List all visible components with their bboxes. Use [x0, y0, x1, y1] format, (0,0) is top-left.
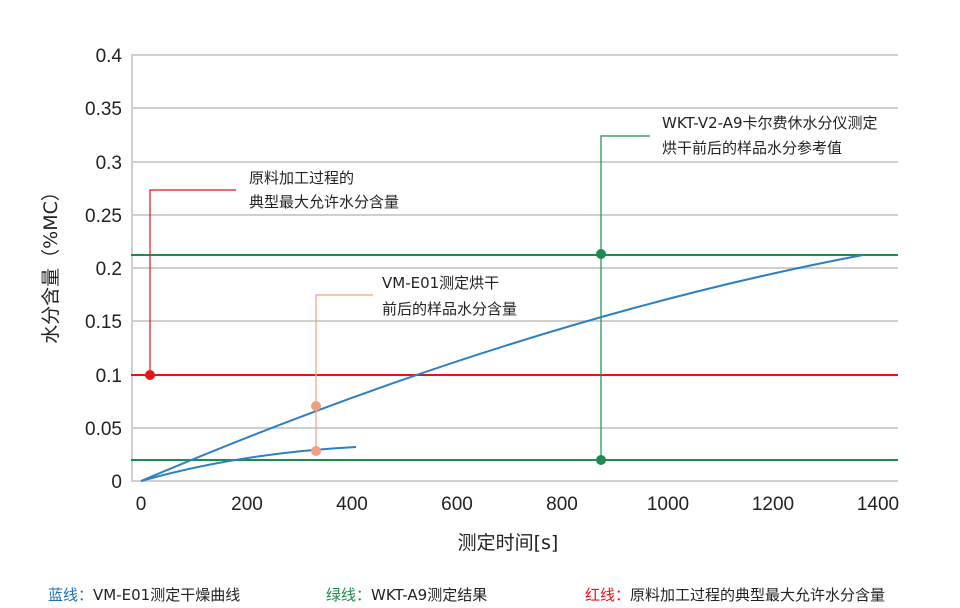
green-marker-lower: [596, 455, 606, 465]
legend-red-key: 红线：: [585, 586, 631, 604]
red-annotation-line1: 原料加工过程的: [249, 169, 354, 187]
legend-green: 绿线：WKT-A9测定结果: [326, 584, 487, 605]
y-tick: 0.15: [85, 312, 122, 333]
y-tick: 0.3: [96, 153, 122, 174]
green-annotation-line2: 烘干前后的样品水分参考值: [662, 139, 842, 157]
red-marker: [145, 370, 155, 380]
y-tick: 0.05: [85, 419, 122, 440]
x-tick: 600: [441, 494, 473, 515]
y-tick: 0: [111, 472, 122, 493]
legend-red: 红线：原料加工过程的典型最大允许水分含量: [585, 584, 885, 605]
orange-annotation-line2: 前后的样品水分含量: [382, 300, 517, 318]
y-tick: 0.2: [96, 259, 122, 280]
legend-red-text: 原料加工过程的典型最大允许水分含量: [630, 586, 886, 604]
x-tick: 400: [336, 494, 368, 515]
blue-drying-curve-main: [140, 254, 864, 482]
y-tick: 0.4: [96, 46, 123, 67]
orange-annotation-line1: VM-E01测定烘干: [382, 274, 499, 292]
green-marker-upper: [596, 249, 606, 259]
x-tick: 1200: [752, 494, 794, 515]
x-tick: 1400: [857, 494, 899, 515]
y-tick: 0.25: [85, 206, 122, 227]
legend-blue: 蓝线：VM-E01测定干燥曲线: [48, 584, 240, 605]
green-annotation-line1: WKT-V2-A9卡尔费休水分仪测定: [662, 114, 878, 132]
legend-green-key: 绿线：: [326, 586, 372, 604]
x-axis-ticks: 0 200 400 600 800 1000 1200 1400: [136, 494, 899, 515]
y-tick: 0.35: [85, 99, 122, 120]
red-annotation-line2: 典型最大允许水分含量: [249, 193, 399, 211]
blue-drying-curve-short: [140, 446, 357, 482]
x-tick: 0: [136, 494, 147, 515]
x-axis-title: 测定时间[s]: [458, 532, 559, 554]
green-callout-leader: [600, 135, 650, 460]
legend-green-text: WKT-A9测定结果: [371, 586, 488, 604]
x-tick: 200: [231, 494, 263, 515]
y-axis-title: 水分含量（%MC）: [40, 182, 62, 344]
orange-marker-upper: [311, 401, 321, 411]
legend-blue-text: VM-E01测定干燥曲线: [93, 586, 241, 604]
y-tick: 0.1: [96, 366, 122, 387]
y-axis-ticks: 0 0.05 0.1 0.15 0.2 0.25 0.3 0.35 0.4: [85, 46, 122, 493]
legend-blue-key: 蓝线：: [48, 586, 94, 604]
orange-callout-leader: [315, 294, 373, 451]
x-tick: 800: [546, 494, 578, 515]
red-callout-leader: [149, 189, 236, 375]
x-tick: 1000: [647, 494, 689, 515]
orange-marker-lower: [311, 446, 321, 456]
